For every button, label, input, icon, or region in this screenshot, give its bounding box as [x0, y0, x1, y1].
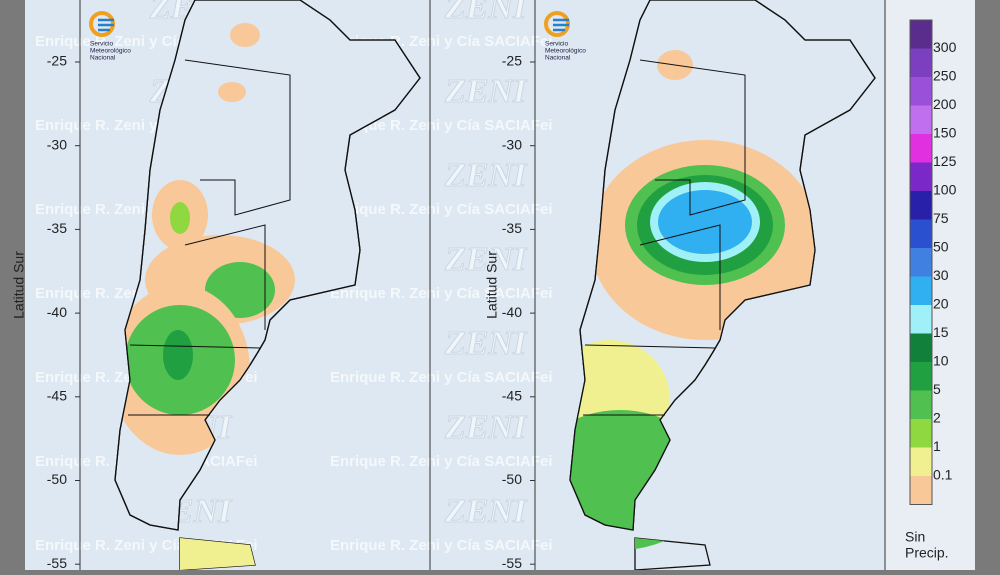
y-tick-label: -25 [47, 53, 67, 69]
y-tick-label: -35 [502, 220, 522, 236]
legend: 300 250 200 150 125 100 75 50 30 20 15 10 5 2 1 0.1 SinP… [905, 19, 957, 561]
legend-label: 200 [933, 96, 957, 112]
legend-label: 100 [933, 182, 957, 198]
y-tick-label: -55 [502, 555, 522, 570]
logo-text: Servicio [545, 41, 569, 48]
legend-label: 150 [933, 125, 957, 141]
watermark-company: Enrique R. Zeni y Cía SACIAFei [330, 117, 553, 134]
legend-label: 1 [933, 438, 941, 454]
legend-label: 5 [933, 381, 941, 397]
legend-swatch [910, 105, 932, 134]
y-tick-label: -40 [502, 304, 522, 320]
province-lines [128, 59, 291, 416]
logo-icon [98, 18, 114, 32]
watermark-brand: ZENI [444, 73, 528, 110]
area [218, 82, 246, 102]
legend-label: 300 [933, 39, 957, 55]
axis-label: Latitud Sur [484, 251, 500, 319]
legend-none-label: Precip. [905, 545, 949, 561]
y-tick-label: -50 [47, 471, 67, 487]
y-tick-label: -25 [502, 53, 522, 69]
legend-none-label: Sin [905, 529, 925, 545]
area [658, 190, 752, 254]
area [230, 23, 260, 47]
logo-text: Nacional [545, 55, 571, 62]
watermark-company: Enrique R. Zeni y Cía SACIAFei [330, 201, 553, 218]
legend-label: 2 [933, 410, 941, 426]
legend-swatch [910, 48, 932, 77]
y-tick-label: -35 [47, 220, 67, 236]
watermark-company: Enrique R. Zeni y Cía SACIAFei [330, 369, 553, 386]
y-tick-label: -45 [47, 388, 67, 404]
precip-areas [570, 50, 820, 550]
legend-frame [909, 19, 933, 505]
watermark-brand: ZENI [444, 409, 528, 446]
y-tick-label: -30 [47, 136, 67, 152]
legend-swatch [910, 362, 932, 391]
legend-swatch [910, 77, 932, 106]
legend-swatch [910, 191, 932, 220]
watermark-company: Enrique R. Zeni y Cía SACIAFei [330, 285, 553, 302]
watermark-brand: ZENI [444, 325, 528, 362]
y-tick-label: -55 [47, 555, 67, 570]
y-tick-label: -30 [502, 136, 522, 152]
legend-label: 75 [933, 210, 949, 226]
legend-label: 250 [933, 68, 957, 84]
legend-label: 125 [933, 153, 957, 169]
watermark-brand: ZENI [444, 0, 528, 26]
axis-label: Latitud Sur [11, 251, 27, 319]
legend-label: 10 [933, 353, 949, 369]
watermark-company: Enrique R. Zeni y Cía SACIAFei [330, 453, 553, 470]
logo-icon [553, 18, 569, 32]
legend-label: 0.1 [933, 467, 953, 483]
legend-swatch [910, 476, 932, 505]
axes: -25 -30 -35 -40 -45 -50 -55 Latitud Sur Servicio… [11, 11, 586, 571]
legend-swatch [910, 20, 932, 49]
watermark-brand: ZENI [444, 493, 528, 530]
map-right [569, 0, 876, 571]
area [163, 330, 193, 380]
watermark-brand: ZENI [444, 241, 528, 278]
logo-text: Servicio [90, 41, 114, 48]
legend-swatch [910, 419, 932, 448]
legend-swatch [910, 248, 932, 277]
legend-swatch [910, 162, 932, 191]
legend-swatch [910, 134, 932, 163]
legend-swatch [910, 333, 932, 362]
legend-swatch [910, 390, 932, 419]
legend-swatch [910, 219, 932, 248]
y-tick-label: -50 [502, 471, 522, 487]
logo-text: Nacional [90, 55, 116, 62]
logo-text: Meteorológico [90, 48, 131, 55]
logo-text: Meteorológico [545, 48, 586, 55]
legend-label: 20 [933, 296, 949, 312]
province-lines [583, 59, 746, 416]
y-tick-label: -45 [502, 388, 522, 404]
legend-swatch [910, 447, 932, 476]
legend-swatch [910, 305, 932, 334]
legend-label: 15 [933, 324, 949, 340]
legend-label: 50 [933, 239, 949, 255]
legend-swatch [910, 276, 932, 305]
watermark-brand: ZENI [444, 157, 528, 194]
watermark-company: Enrique R. Zeni y Cía SACIAFei [330, 537, 553, 554]
y-tick-label: -40 [47, 304, 67, 320]
area [170, 202, 190, 234]
legend-label: 30 [933, 267, 949, 283]
